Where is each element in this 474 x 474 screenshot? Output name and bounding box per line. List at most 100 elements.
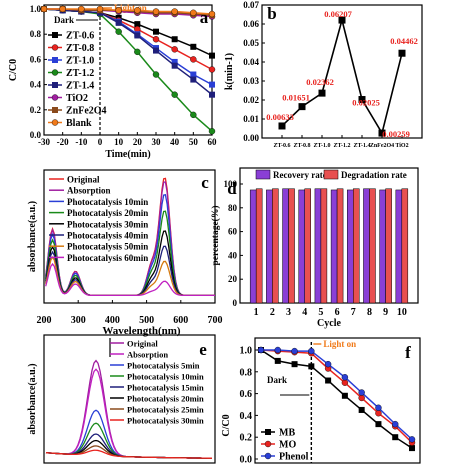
- panel-a-legend-marker: [52, 57, 58, 63]
- panel-f-point: [291, 361, 298, 368]
- panel-a-xtick-label: -10: [75, 137, 87, 147]
- panel-e-legend-label: Photocatalysis 25min: [127, 405, 204, 415]
- panel-a-point: [171, 46, 178, 53]
- panel-b-value-label: 0.01651: [282, 93, 310, 103]
- panel-f-legend-marker: [264, 440, 272, 448]
- panel-f-label: f: [405, 343, 411, 362]
- panel-a-legend-marker: [52, 107, 58, 113]
- panel-b-value-label: 0.06207: [324, 9, 352, 19]
- panel-f-ytick-label: 0.0: [240, 455, 253, 466]
- panel-a-legend-label: ZT-0.6: [66, 31, 94, 42]
- panel-d-xtick-label: 2: [270, 307, 275, 318]
- panel-d-ytick-label: 0: [233, 298, 238, 308]
- panel-c-xtick-label: 500: [139, 315, 154, 326]
- panel-d-ylabel: percentage(%): [210, 206, 221, 266]
- panel-d-ytick-label: 20: [228, 274, 238, 284]
- panel-c-legend-label: Photocatalysis 60min: [67, 253, 148, 263]
- panel-d-bar: [282, 188, 289, 304]
- panel-a-legend-marker: [51, 119, 59, 126]
- panel-b-xtick-label: ZT-1.0: [314, 143, 331, 149]
- panel-d-bar: [395, 189, 403, 304]
- panel-d-bar: [320, 188, 328, 304]
- panel-e-frame: [43, 334, 216, 464]
- panel-f-ytick-label: 1.0: [240, 346, 253, 357]
- panel-a-ytick-label: 0.2: [30, 105, 42, 115]
- panel-a-legend-label: ZT-0.8: [66, 43, 94, 54]
- panel-d-bar: [288, 188, 295, 304]
- panel-c-frame: [43, 169, 216, 304]
- panel-d-ytick-label: 60: [228, 227, 238, 237]
- panel-a-xtick-label: 20: [133, 137, 143, 147]
- panel-f-legend-marker: [264, 452, 272, 460]
- panel-f-point: [274, 357, 281, 364]
- panel-f-series-line: [260, 349, 413, 444]
- panel-a-point: [208, 10, 216, 18]
- panel-b-point: [398, 49, 406, 57]
- panel-a-xtick-label: 0: [98, 137, 103, 147]
- panel-f-point: [375, 410, 382, 417]
- panel-a-legend-label: ZT-1.4: [66, 81, 94, 92]
- panel-a-legend-marker: [51, 44, 59, 51]
- panel-a-point: [171, 58, 178, 65]
- panel-a-legend-label: Blank: [66, 118, 92, 129]
- panel-a-point: [209, 81, 215, 88]
- panel-d-xtick-label: 8: [367, 307, 372, 318]
- panel-c-legend-label: Absorption: [67, 186, 111, 196]
- panel-d-frame: [239, 167, 419, 304]
- panel-d-bar: [298, 189, 305, 304]
- panel-a-point: [153, 47, 159, 54]
- panel-a-legend-marker: [51, 94, 59, 101]
- panel-b-ytick-label: 0.03: [243, 76, 259, 86]
- panel-e-series-line: [45, 449, 213, 459]
- panel-a-xlabel: Time(min): [105, 149, 150, 160]
- panel-b-ytick-label: 0.01: [243, 114, 259, 124]
- panel-b-value-label: 0.00259: [382, 129, 410, 139]
- panel-b-point: [278, 122, 286, 130]
- panel-d-legend-label: Degradation rate: [341, 170, 407, 180]
- panel-b-value-label: 0.02025: [352, 98, 380, 108]
- panel-a-point: [40, 5, 48, 13]
- panel-a-point: [190, 76, 197, 83]
- panel-a-point: [190, 111, 197, 119]
- panel-a-point: [152, 71, 160, 78]
- panel-a-point: [152, 36, 160, 43]
- panel-a-dark-text: Dark: [54, 15, 74, 25]
- panel-f-series-line: [261, 349, 413, 440]
- panel-c-series-line: [45, 262, 215, 297]
- panel-b-line: [281, 16, 403, 136]
- panel-f-light-on-text: Light on: [323, 339, 356, 349]
- panel-a-xtick-label: 60: [208, 137, 218, 147]
- panel-a-point: [96, 5, 104, 13]
- panel-a-point: [208, 128, 216, 135]
- panel-a-point: [208, 66, 216, 73]
- panel-b-xtick-label: ZnFe2O4: [370, 143, 394, 149]
- panel-a-point: [134, 21, 141, 28]
- panel-c-xtick-label: 600: [173, 315, 188, 326]
- panel-f-ytick-label: 0.6: [240, 389, 253, 400]
- panel-f-point: [375, 421, 382, 428]
- panel-b-label: b: [267, 4, 276, 23]
- panel-b-value-label: 0.04462: [390, 36, 418, 46]
- panel-f-point: [291, 347, 298, 355]
- panel-d-bar: [347, 189, 354, 304]
- panel-d-bar: [401, 188, 409, 304]
- panel-d-ytick-label: 40: [228, 250, 238, 260]
- panel-a-point: [171, 62, 178, 69]
- panel-f-point: [408, 436, 416, 443]
- panel-e-series-line: [45, 439, 213, 459]
- panel-d-bar: [353, 188, 360, 304]
- panel-f-frame: [254, 337, 421, 464]
- panel-e-legend-label: Photocatalysis 5min: [127, 361, 200, 371]
- panel-a-point: [134, 7, 141, 14]
- panel-f-point: [308, 347, 315, 355]
- panel-a-ytick-label: 0.6: [30, 54, 42, 64]
- panel-d-bar: [336, 188, 344, 304]
- panel-b-point: [378, 129, 386, 137]
- panel-b-xtick-label: TiO2: [395, 143, 408, 149]
- panel-b-xtick-label: ZT-0.6: [274, 143, 291, 149]
- panel-e-legend-label: Photocatalysis 30min: [127, 416, 204, 426]
- panel-c-xtick-label: 200: [37, 315, 52, 326]
- panel-f-legend-label: Phenol: [279, 452, 309, 463]
- panel-f-point: [325, 377, 332, 384]
- panel-d-xtick-label: 3: [286, 307, 291, 318]
